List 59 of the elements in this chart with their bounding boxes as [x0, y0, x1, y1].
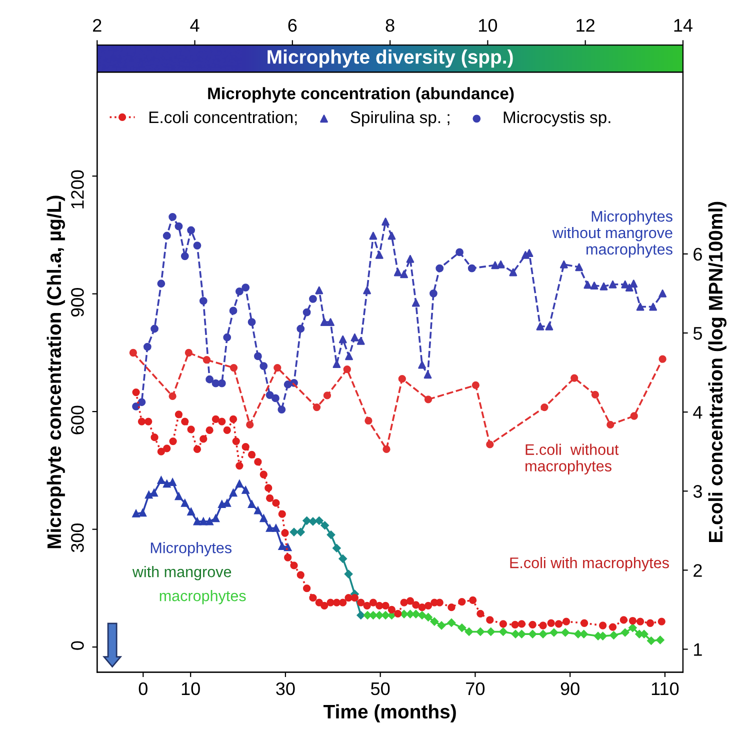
point: [591, 390, 600, 398]
x2-tick-label: 6: [288, 18, 297, 32]
y2-axis-title: E.coli concentration (log MPN/100ml): [708, 202, 726, 542]
x2-tick-label: 14: [674, 19, 692, 32]
point: [202, 356, 211, 364]
x-axis-title: Time (months): [323, 704, 456, 722]
point: [630, 412, 638, 420]
y2-tick-label: 2: [694, 564, 702, 577]
x2-axis-title: Microphyte diversity (spp.): [268, 50, 513, 68]
point: [343, 366, 351, 374]
point: [168, 392, 176, 400]
legend-title: Microphyte concentration (abundance): [208, 87, 514, 103]
x2-tick-label: 4: [190, 19, 200, 32]
point: [184, 348, 193, 357]
x-tick-label: 0: [138, 682, 148, 696]
y2-tick-label: 3: [693, 485, 702, 498]
y-axis-title: Microphyte concentration (Chl.a, µg/L): [46, 196, 66, 548]
x-tick-label: 50: [371, 682, 390, 696]
point: [312, 403, 321, 412]
y-tick-label: 600: [71, 406, 84, 434]
x-tick-label: 110: [652, 682, 679, 696]
point: [230, 364, 238, 372]
point: [398, 375, 406, 383]
x2-tick-label: 10: [479, 18, 498, 32]
annotation: E.coli without macrophytes: [526, 444, 619, 474]
point: [382, 445, 390, 454]
y-tick-label: 0: [71, 641, 84, 650]
point: [323, 392, 332, 400]
legend-label: Microcystis sp.: [504, 110, 610, 126]
y2-tick-label: 1: [694, 643, 702, 656]
y-tick-label: 1200: [71, 170, 84, 208]
x2-tick-label: 12: [576, 18, 594, 32]
x2-tick-label: 2: [93, 18, 102, 32]
point: [606, 420, 614, 429]
x-tick-label: 90: [560, 682, 580, 696]
y2-tick-label: 6: [694, 248, 702, 261]
point: [540, 403, 548, 412]
point: [486, 440, 494, 448]
point: [274, 364, 282, 372]
legend-label: Spirulina sp. ;: [350, 110, 450, 126]
y-tick-label: 300: [71, 523, 84, 552]
annotation: Microphytes without mangrove macrophytes: [552, 210, 672, 258]
point: [129, 348, 138, 357]
x-tick-label: 70: [466, 682, 485, 696]
x-tick-label: 30: [276, 682, 295, 696]
point: [570, 374, 578, 382]
point: [246, 420, 254, 429]
point: [472, 381, 480, 389]
legend-label: E.coli concentration;: [149, 110, 297, 126]
y2-tick-label: 5: [693, 327, 702, 340]
annotation: E.coli with macrophytes: [510, 557, 669, 572]
y-tick-label: 900: [71, 288, 84, 317]
annotation: Microphytes with mangrove macrophytes: [132, 542, 246, 604]
point: [658, 355, 666, 363]
x2-tick-label: 8: [386, 18, 394, 32]
y2-tick-label: 4: [693, 406, 702, 419]
point: [364, 416, 372, 425]
point: [424, 396, 432, 404]
x-tick-label: 10: [182, 682, 200, 696]
